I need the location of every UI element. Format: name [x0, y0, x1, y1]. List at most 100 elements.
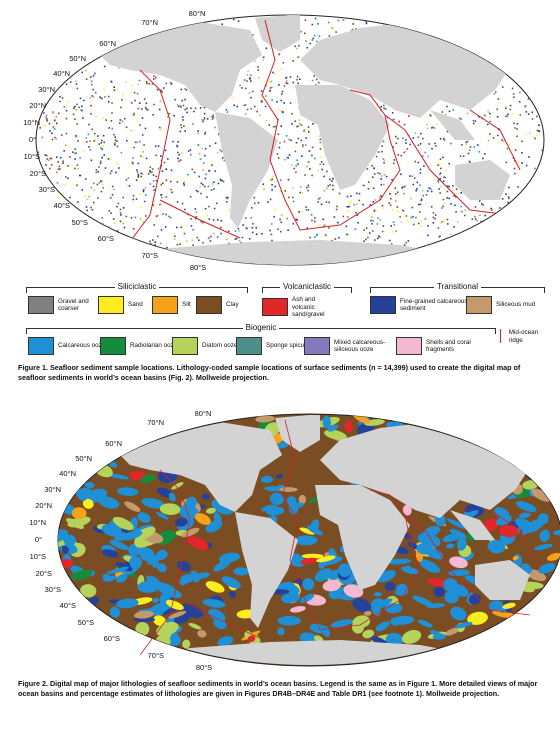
legend-group: Transitional	[370, 282, 545, 296]
lithology-patch	[134, 610, 154, 619]
latitude-label: 60°N	[105, 439, 122, 448]
lithology-patch	[201, 493, 211, 500]
lithology-patch	[102, 575, 117, 582]
lithology-patch	[450, 606, 467, 621]
ridge-line	[139, 469, 191, 656]
lithology-patch	[496, 515, 512, 526]
lithology-patch	[202, 599, 226, 608]
lithology-patch	[163, 627, 172, 640]
legend-label: Ash and volcanic sand/gravel	[292, 296, 325, 318]
latitude-label: 40°S	[54, 201, 70, 210]
lithology-patch	[71, 507, 87, 520]
group-title: Volcaniclastic	[279, 282, 335, 291]
lithology-patch	[417, 532, 441, 548]
latitude-label: 30°N	[38, 85, 55, 94]
lithology-patch	[275, 474, 284, 479]
lithology-patch	[362, 629, 375, 639]
lithology-patch	[430, 629, 445, 639]
lithology-patch	[537, 513, 549, 525]
lithology-patch	[106, 566, 130, 575]
lithology-patch	[139, 541, 156, 547]
latitude-label: 70°S	[142, 251, 158, 260]
lithology-patch	[107, 473, 130, 480]
lithology-patch	[255, 415, 275, 423]
lithology-patch	[375, 621, 390, 632]
legend-label: Gravel and coarser	[58, 297, 89, 313]
lithology-patch	[425, 602, 446, 609]
latitude-label: 20°S	[30, 169, 46, 178]
latitude-label: 20°N	[35, 501, 52, 510]
lithology-patch	[148, 601, 168, 614]
caption-text: Digital map of major lithologies of seaf…	[18, 679, 538, 698]
lithology-patch	[401, 630, 422, 644]
latitude-label: 70°N	[147, 418, 164, 427]
lithology-patch	[301, 553, 324, 559]
legend-label: Mixed calcareous-siliceous ooze	[334, 338, 386, 354]
legend-item: Fine-grained calcareous sediment	[370, 296, 470, 314]
lithology-patch	[482, 518, 499, 532]
lithology-patch	[181, 527, 200, 538]
legend-label: Fine-grained calcareous sediment	[400, 297, 468, 313]
lithology-patch	[228, 591, 237, 598]
latitude-label: 40°N	[59, 469, 76, 478]
lithology-patch	[277, 627, 285, 636]
latitude-label: 20°N	[29, 101, 46, 110]
ridge-line	[489, 509, 541, 571]
lithology-patch	[134, 526, 156, 541]
lithology-patch	[197, 630, 207, 638]
lithology-patch	[449, 528, 467, 539]
lithology-patch	[120, 530, 143, 541]
latitude-label: 40°N	[53, 69, 70, 78]
lithology-patch	[456, 537, 467, 551]
legend-group: Siliciclastic	[26, 282, 248, 296]
caption-text: Seafloor sediment sample locations. Lith…	[18, 363, 521, 382]
legend-label: Radiolarian ooze	[130, 342, 178, 350]
latitude-label: 50°S	[72, 218, 88, 227]
lithology-patch	[159, 586, 182, 599]
latitude-label: 60°S	[104, 634, 120, 643]
lithology-patch	[468, 593, 482, 605]
legend-item: Calcareous ooze	[28, 337, 118, 355]
legend-item: Gravel and coarser	[28, 296, 98, 314]
lithology-patch	[205, 581, 225, 593]
lithology-patch	[185, 496, 197, 510]
lithology-patch	[140, 474, 156, 483]
lithology-patch	[492, 610, 516, 619]
lithology-patch	[419, 559, 441, 574]
lithology-patch	[121, 527, 129, 533]
lithology-patch	[188, 622, 202, 630]
lithology-patch	[445, 627, 459, 636]
lithology-patch	[498, 525, 518, 538]
ridges	[119, 19, 521, 256]
lithology-patch	[76, 488, 88, 501]
lithology-patch	[171, 482, 184, 490]
legend-item: Silt	[152, 296, 222, 314]
lithology-patch	[277, 615, 301, 626]
lithology-patch	[71, 569, 92, 581]
lithology-patch	[156, 511, 169, 520]
lithology-patch	[531, 488, 552, 502]
lithology-patch	[344, 420, 353, 433]
lithology-patch	[330, 619, 354, 628]
legend-swatch	[304, 337, 330, 355]
latitude-label: 0°	[29, 135, 36, 144]
ridges	[139, 419, 541, 656]
lithology-patch	[266, 506, 285, 516]
lithology-patch	[299, 527, 315, 535]
legend-item: Shells and coral fragments	[396, 337, 486, 355]
lithology-patch	[135, 622, 150, 636]
ridge-legend: Mid-ocean ridge	[500, 329, 550, 344]
latitude-label: 70°S	[148, 651, 164, 660]
lithology-patch	[219, 555, 228, 565]
lithology-patch	[316, 555, 336, 563]
lithology-patch	[208, 608, 226, 622]
latitude-label: 20°S	[36, 569, 52, 578]
lithology-patch	[153, 615, 167, 626]
legend-swatch	[466, 296, 492, 314]
legend-swatch	[370, 296, 396, 314]
latitude-label: 50°N	[75, 454, 92, 463]
legend-item: Siliceous mud	[466, 296, 536, 314]
lithology-patch	[277, 441, 290, 449]
lithology-patch	[174, 518, 188, 527]
